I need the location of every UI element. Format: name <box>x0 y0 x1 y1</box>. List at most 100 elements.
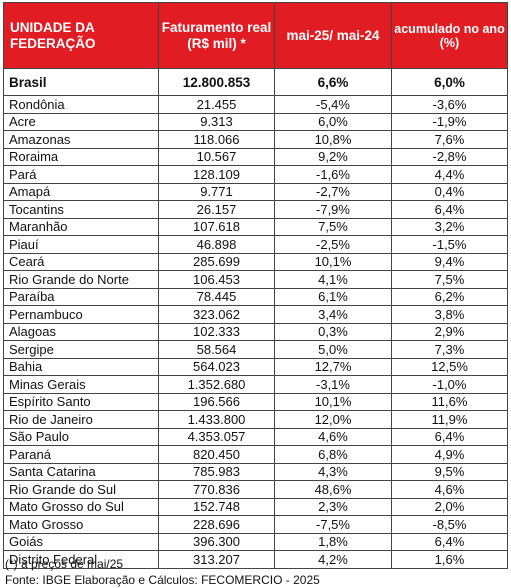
cell-faturamento: 9.771 <box>158 182 275 201</box>
cell-var: 6,0% <box>274 112 392 131</box>
cell-name: Piauí <box>3 235 159 254</box>
table-row: Sergipe 58.564 5,0% 7,3% <box>3 340 508 359</box>
cell-faturamento: 106.453 <box>158 270 275 289</box>
cell-faturamento: 12.800.853 <box>158 68 275 96</box>
cell-var: 3,4% <box>274 305 392 324</box>
table-row: Alagoas 102.333 0,3% 2,9% <box>3 322 508 341</box>
cell-var: 12,7% <box>274 357 392 376</box>
cell-var: 10,1% <box>274 252 392 271</box>
cell-acum: 11,6% <box>391 392 508 411</box>
cell-name: Sergipe <box>3 340 159 359</box>
cell-faturamento: 1.433.800 <box>158 410 275 429</box>
cell-var: 10,1% <box>274 392 392 411</box>
cell-name: Espírito Santo <box>3 392 159 411</box>
cell-name: São Paulo <box>3 427 159 446</box>
table-row: Amazonas 118.066 10,8% 7,6% <box>3 130 508 149</box>
cell-acum: -1,0% <box>391 375 508 394</box>
cell-acum: -1,9% <box>391 112 508 131</box>
cell-var: -2,7% <box>274 182 392 201</box>
cell-name: Tocantins <box>3 200 159 219</box>
table-row: Maranhão 107.618 7,5% 3,2% <box>3 217 508 236</box>
cell-name: Goiás <box>3 532 159 551</box>
cell-var: -7,5% <box>274 515 392 534</box>
cell-acum: 6,4% <box>391 532 508 551</box>
cell-name: Bahia <box>3 357 159 376</box>
cell-acum: 7,6% <box>391 130 508 149</box>
table-row: Minas Gerais 1.352.680 -3,1% -1,0% <box>3 375 508 394</box>
cell-acum: 2,9% <box>391 322 508 341</box>
table-row: Rio Grande do Norte 106.453 4,1% 7,5% <box>3 270 508 289</box>
cell-name: Maranhão <box>3 217 159 236</box>
cell-faturamento: 285.699 <box>158 252 275 271</box>
table-row: Rondônia 21.455 -5,4% -3,6% <box>3 95 508 114</box>
table-row: Santa Catarina 785.983 4,3% 9,5% <box>3 462 508 481</box>
cell-name: Alagoas <box>3 322 159 341</box>
cell-faturamento: 118.066 <box>158 130 275 149</box>
cell-acum: 1,6% <box>391 550 508 569</box>
table-row: Goiás 396.300 1,8% 6,4% <box>3 532 508 551</box>
cell-faturamento: 9.313 <box>158 112 275 131</box>
cell-acum: -8,5% <box>391 515 508 534</box>
cell-acum: 4,4% <box>391 165 508 184</box>
cell-faturamento: 4.353.057 <box>158 427 275 446</box>
cell-faturamento: 396.300 <box>158 532 275 551</box>
cell-var: 9,2% <box>274 147 392 166</box>
cell-faturamento: 102.333 <box>158 322 275 341</box>
cell-acum: 6,4% <box>391 427 508 446</box>
table-row: Rio Grande do Sul 770.836 48,6% 4,6% <box>3 480 508 499</box>
cell-acum: 2,0% <box>391 497 508 516</box>
cell-acum: -2,8% <box>391 147 508 166</box>
table-row: Distrito Federal 313.207 4,2% 1,6% <box>3 550 508 569</box>
cell-name: Mato Grosso do Sul <box>3 497 159 516</box>
header-var-mensal: mai-25/ mai-24 <box>274 2 392 69</box>
cell-name: Amapá <box>3 182 159 201</box>
cell-faturamento: 323.062 <box>158 305 275 324</box>
cell-var: 12,0% <box>274 410 392 429</box>
cell-var: 10,8% <box>274 130 392 149</box>
cell-acum: 7,5% <box>391 270 508 289</box>
cell-var: 6,1% <box>274 287 392 306</box>
cell-name: Mato Grosso <box>3 515 159 534</box>
cell-var: 4,1% <box>274 270 392 289</box>
cell-name: Roraima <box>3 147 159 166</box>
cell-acum: 4,6% <box>391 480 508 499</box>
cell-faturamento: 564.023 <box>158 357 275 376</box>
cell-faturamento: 128.109 <box>158 165 275 184</box>
cell-faturamento: 770.836 <box>158 480 275 499</box>
table-row: Mato Grosso do Sul 152.748 2,3% 2,0% <box>3 497 508 516</box>
cell-acum: 0,4% <box>391 182 508 201</box>
footnote-prices: (*) a preços de mai/25 <box>5 557 124 571</box>
cell-name: Rio Grande do Norte <box>3 270 159 289</box>
table-row: São Paulo 4.353.057 4,6% 6,4% <box>3 427 508 446</box>
cell-faturamento: 152.748 <box>158 497 275 516</box>
table-row: Amapá 9.771 -2,7% 0,4% <box>3 182 508 201</box>
cell-acum: 6,4% <box>391 200 508 219</box>
cell-var: 2,3% <box>274 497 392 516</box>
cell-var: 7,5% <box>274 217 392 236</box>
table-row: Pará 128.109 -1,6% 4,4% <box>3 165 508 184</box>
cell-name: Rio de Janeiro <box>3 410 159 429</box>
cell-acum: 6,0% <box>391 68 508 96</box>
table-row: Roraima 10.567 9,2% -2,8% <box>3 147 508 166</box>
table-header-row: UNIDADE DA FEDERAÇÃO Faturamento real (R… <box>3 2 508 69</box>
cell-name: Minas Gerais <box>3 375 159 394</box>
header-faturamento: Faturamento real (R$ mil) * <box>158 2 275 69</box>
cell-faturamento: 10.567 <box>158 147 275 166</box>
cell-faturamento: 196.566 <box>158 392 275 411</box>
cell-name: Paraná <box>3 445 159 464</box>
table-row: Bahia 564.023 12,7% 12,5% <box>3 357 508 376</box>
cell-acum: 6,2% <box>391 287 508 306</box>
cell-name: Rondônia <box>3 95 159 114</box>
cell-acum: 9,4% <box>391 252 508 271</box>
cell-var: -1,6% <box>274 165 392 184</box>
cell-faturamento: 78.445 <box>158 287 275 306</box>
header-uf: UNIDADE DA FEDERAÇÃO <box>3 2 159 69</box>
header-acumulado: acumulado no ano (%) <box>391 2 508 69</box>
cell-faturamento: 26.157 <box>158 200 275 219</box>
table-row: Paraíba 78.445 6,1% 6,2% <box>3 287 508 306</box>
cell-var: -3,1% <box>274 375 392 394</box>
table-row: Paraná 820.450 6,8% 4,9% <box>3 445 508 464</box>
cell-faturamento: 313.207 <box>158 550 275 569</box>
cell-acum: 4,9% <box>391 445 508 464</box>
cell-name: Rio Grande do Sul <box>3 480 159 499</box>
